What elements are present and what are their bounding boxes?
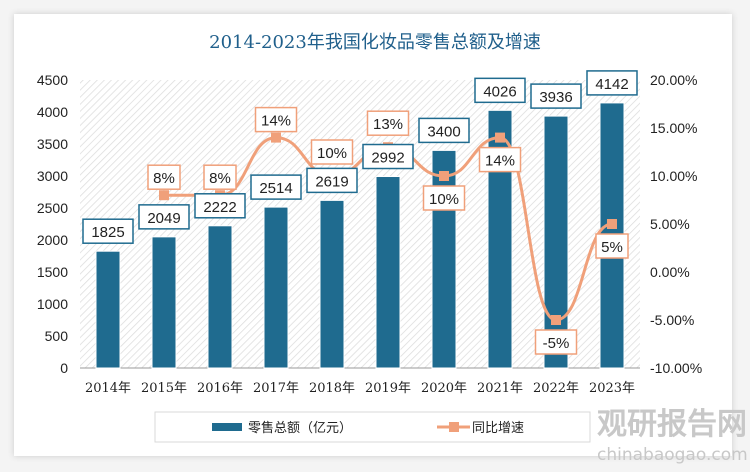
growth-point[interactable]	[439, 171, 449, 181]
legend-bar-label: 零售总额（亿元）	[248, 420, 352, 436]
bar-label-box	[82, 218, 134, 244]
growth-label: 10%	[429, 191, 459, 208]
left-axis-tick: 3000	[37, 168, 68, 184]
x-axis-tick: 2019年	[365, 381, 411, 396]
right-axis-tick: 0.00%	[650, 264, 690, 280]
bar-label: 2049	[147, 210, 180, 227]
growth-label-box	[203, 164, 237, 190]
x-axis-tick: 2022年	[533, 381, 579, 396]
left-axis-tick: 2000	[37, 232, 68, 248]
left-axis-tick: 0	[60, 360, 68, 376]
bar-label: 2514	[259, 180, 292, 197]
bar[interactable]	[319, 199, 345, 369]
watermark-en: chinabaogao.com	[597, 445, 748, 465]
left-axis-tick: 1500	[37, 264, 68, 280]
bar-label: 3400	[427, 123, 460, 140]
bar[interactable]	[431, 149, 457, 369]
bar[interactable]	[151, 236, 177, 369]
bar-label: 3936	[539, 89, 572, 106]
growth-point[interactable]	[551, 315, 561, 325]
right-axis-tick: 15.00%	[650, 120, 697, 136]
right-axis-tick: 10.00%	[650, 168, 697, 184]
bar-label: 1825	[91, 224, 124, 241]
growth-point[interactable]	[607, 219, 617, 229]
bar[interactable]	[207, 225, 233, 369]
growth-label-box	[422, 185, 466, 211]
x-axis-tick: 2021年	[477, 381, 523, 396]
bar[interactable]	[95, 250, 121, 369]
right-axis-tick: 20.00%	[650, 72, 697, 88]
bar-label-box	[194, 193, 246, 219]
growth-label-box	[366, 110, 410, 136]
left-axis-tick: 4000	[37, 104, 68, 120]
watermark-cn: 观研报告网	[597, 407, 747, 442]
bar[interactable]	[263, 206, 289, 369]
right-axis-tick: -10.00%	[650, 360, 702, 376]
left-axis-tick: 3500	[37, 136, 68, 152]
bar-label: 2222	[203, 199, 236, 216]
legend-bar-swatch	[212, 423, 242, 431]
chart-title: 2014-2023年我国化妆品零售总额及增速	[209, 32, 541, 53]
x-axis-tick: 2017年	[253, 381, 299, 396]
growth-label: 5%	[601, 239, 623, 256]
bar-label: 4026	[483, 83, 516, 100]
bar-label: 2619	[315, 173, 348, 190]
legend-line-label: 同比增速	[472, 421, 524, 436]
growth-label: 13%	[373, 116, 403, 133]
bar-label: 2992	[371, 150, 404, 167]
bar[interactable]	[543, 115, 569, 369]
bar-label-box	[362, 143, 414, 170]
growth-label-box	[534, 329, 578, 355]
growth-label: 14%	[261, 113, 291, 130]
growth-point[interactable]	[159, 190, 169, 201]
left-axis-tick: 2500	[37, 200, 68, 216]
growth-label: 8%	[209, 170, 231, 187]
left-axis-tick: 500	[45, 328, 69, 344]
bar-label-box	[474, 77, 526, 104]
growth-label: 10%	[317, 145, 347, 162]
bar-label-box	[306, 167, 358, 194]
growth-label-box	[595, 233, 629, 259]
x-axis-tick: 2015年	[141, 381, 187, 396]
x-axis-tick: 2014年	[85, 381, 131, 396]
bar-label-box	[138, 204, 190, 230]
bar-label-box	[250, 174, 302, 200]
legend-line-marker	[449, 422, 459, 432]
left-axis-tick: 1000	[37, 296, 68, 312]
growth-point[interactable]	[271, 132, 281, 143]
x-axis-tick: 2018年	[309, 381, 355, 396]
bar-label-box	[586, 70, 638, 96]
x-axis-tick: 2016年	[197, 381, 243, 396]
right-axis-tick: -5.00%	[650, 312, 694, 328]
growth-label: -5%	[543, 335, 570, 352]
growth-label: 14%	[485, 153, 515, 170]
x-axis-tick: 2020年	[421, 381, 467, 396]
growth-label-box	[310, 139, 354, 165]
growth-label-box	[478, 146, 522, 173]
right-axis-tick: 5.00%	[650, 216, 690, 232]
bar-label: 4142	[595, 76, 628, 93]
growth-label-box	[147, 164, 181, 190]
growth-label: 8%	[153, 170, 175, 187]
bar-label-box	[418, 117, 470, 144]
left-axis-tick: 4500	[37, 72, 68, 88]
bar[interactable]	[375, 176, 401, 369]
bar-label-box	[530, 83, 582, 109]
growth-point[interactable]	[495, 132, 505, 143]
growth-label-box	[254, 106, 298, 133]
x-axis-tick: 2023年	[589, 381, 635, 396]
